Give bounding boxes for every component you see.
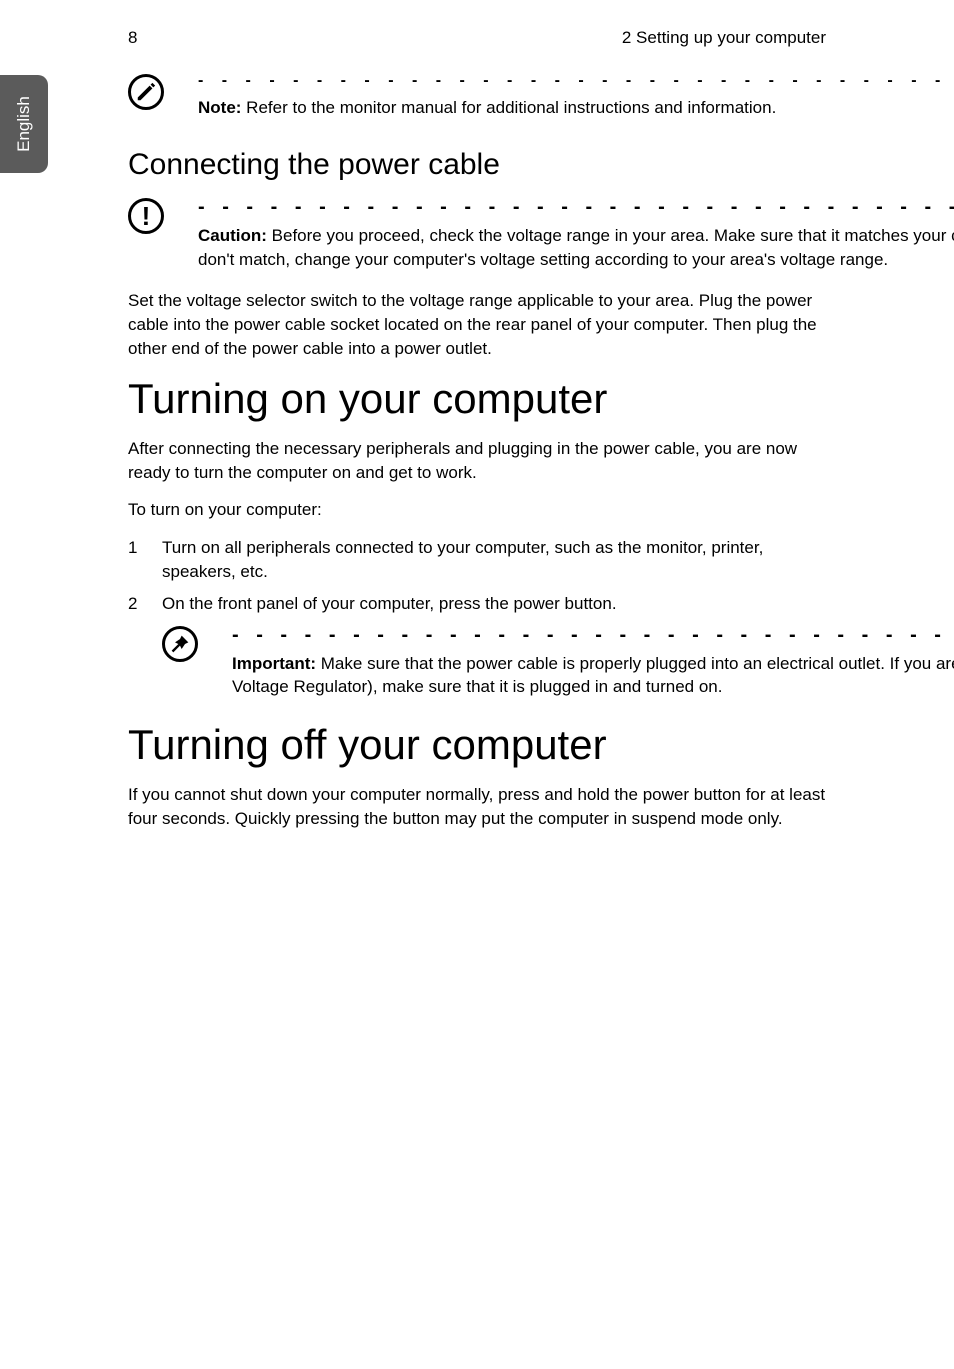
caution-icon-wrap: ! [128,196,170,234]
important-indent: - - - - - - - - - - - - - - - - - - - - … [162,624,828,700]
note-body: - - - - - - - - - - - - - - - - - - - - … [170,72,954,120]
note-icon [128,74,164,110]
language-tab: English [0,75,48,173]
step-row: 1 Turn on all peripherals connected to y… [128,536,828,584]
page-header: 8 2 Setting up your computer [0,28,954,48]
dots-row: - - - - - - - - - - - - - - - - - - - - … [198,196,954,218]
important-block: - - - - - - - - - - - - - - - - - - - - … [162,624,828,700]
caution-icon: ! [128,198,164,234]
para-shutdown: If you cannot shut down your computer no… [128,783,828,831]
page-number: 8 [128,28,137,48]
dots-row: - - - - - - - - - - - - - - - - - - - - … [198,72,954,90]
heading-turning-on: Turning on your computer [128,375,828,423]
dots-row: - - - - - - - - - - - - - - - - - - - - … [232,624,954,646]
language-tab-label: English [14,96,34,152]
para-to-turn-on: To turn on your computer: [128,498,828,522]
note-text: Note: Refer to the monitor manual for ad… [198,96,954,120]
step-text: On the front panel of your computer, pre… [162,592,828,616]
important-text: Important: Make sure that the power cabl… [232,652,954,700]
page-content: - - - - - - - - - - - - - - - - - - - - … [128,72,828,845]
note-block: - - - - - - - - - - - - - - - - - - - - … [128,72,828,120]
important-icon [162,626,198,662]
important-body: - - - - - - - - - - - - - - - - - - - - … [204,624,954,700]
chapter-title: 2 Setting up your computer [622,28,826,48]
exclamation-icon: ! [142,203,151,229]
subhead-connecting-power: Connecting the power cable [128,148,828,182]
caution-body: - - - - - - - - - - - - - - - - - - - - … [170,196,954,272]
step-number: 1 [128,536,162,584]
important-icon-wrap [162,624,204,662]
caution-text: Caution: Before you proceed, check the v… [198,224,954,272]
pin-icon [170,634,190,654]
note-icon-wrap [128,72,170,110]
pencil-icon [135,81,157,103]
para-after-connecting: After connecting the necessary periphera… [128,437,828,485]
para-voltage-selector: Set the voltage selector switch to the v… [128,289,828,360]
caution-block: ! - - - - - - - - - - - - - - - - - - - … [128,196,828,272]
step-text: Turn on all peripherals connected to you… [162,536,828,584]
step-row: 2 On the front panel of your computer, p… [128,592,828,616]
step-number: 2 [128,592,162,616]
heading-turning-off: Turning off your computer [128,721,828,769]
